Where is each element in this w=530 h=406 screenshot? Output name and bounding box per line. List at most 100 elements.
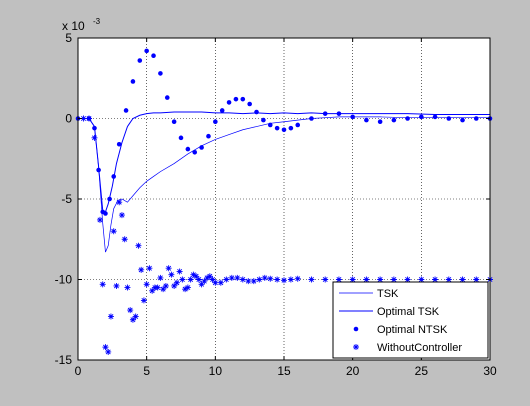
- data-point: [217, 279, 224, 286]
- data-point: [111, 174, 117, 179]
- x-tick-label: 25: [415, 364, 429, 378]
- data-point: [213, 119, 218, 125]
- x-tick-label: 30: [483, 364, 497, 378]
- data-point: [308, 276, 315, 283]
- data-point: [309, 116, 314, 121]
- data-point: [102, 344, 109, 351]
- data-point: [190, 271, 197, 278]
- data-point: [261, 274, 268, 281]
- data-point: [219, 108, 225, 113]
- data-point: [234, 274, 241, 281]
- data-point: [99, 281, 106, 288]
- y-tick-label: -5: [61, 192, 72, 206]
- data-point: [146, 265, 153, 272]
- series-line: [78, 116, 490, 253]
- data-point: [96, 167, 101, 173]
- data-point: [391, 117, 397, 123]
- data-point: [179, 276, 186, 283]
- x-tick-label: 15: [277, 364, 291, 378]
- data-point: [198, 281, 205, 288]
- x-tick-label: 20: [346, 364, 360, 378]
- data-point: [121, 236, 128, 243]
- data-point: [209, 276, 216, 283]
- data-point: [80, 115, 87, 122]
- y-tick-label: 0: [65, 112, 72, 126]
- series-optimal-tsk: [78, 111, 490, 213]
- data-point: [349, 276, 356, 283]
- data-point: [322, 111, 328, 116]
- axis-ticks: 0 5 10 15 20 25 30 5 0 -5 -10 -15: [55, 31, 497, 378]
- series-line: [78, 111, 490, 213]
- data-point: [445, 276, 452, 283]
- data-point: [405, 116, 410, 121]
- data-point: [176, 268, 183, 275]
- y-tick-label: -15: [55, 353, 73, 367]
- legend-label: Optimal NTSK: [377, 324, 448, 336]
- legend-label: TSK: [377, 288, 399, 300]
- data-point: [184, 284, 191, 291]
- data-point: [160, 286, 167, 293]
- x-tick-label: 10: [209, 364, 223, 378]
- data-point: [171, 282, 178, 289]
- y-multiplier-label: x 10: [62, 19, 85, 33]
- data-point: [295, 122, 301, 128]
- data-point: [432, 114, 438, 120]
- data-point: [158, 71, 163, 76]
- data-point: [377, 119, 383, 125]
- data-point: [446, 116, 452, 121]
- data-point: [154, 284, 161, 291]
- data-point: [103, 211, 108, 216]
- data-point: [192, 150, 198, 155]
- data-point: [162, 282, 169, 289]
- data-point: [247, 101, 252, 107]
- legend: TSK Optimal TSK Optimal NTSK WithoutControl…: [332, 281, 489, 359]
- data-point: [363, 276, 370, 283]
- data-point: [287, 276, 294, 283]
- legend-label: WithoutController: [377, 342, 462, 354]
- data-point: [336, 111, 342, 116]
- legend-swatch: [353, 344, 359, 350]
- data-point: [267, 122, 273, 128]
- x-tick-label: 5: [143, 364, 150, 378]
- y-tick-label: -10: [55, 273, 73, 287]
- data-point: [206, 133, 211, 139]
- data-point: [182, 286, 189, 293]
- data-point: [281, 277, 287, 284]
- data-point: [135, 242, 142, 249]
- data-point: [116, 199, 123, 206]
- data-point: [322, 276, 329, 283]
- data-point: [185, 146, 191, 152]
- data-point: [193, 273, 200, 280]
- data-point: [164, 95, 170, 100]
- series-tsk: [78, 116, 490, 253]
- data-point: [195, 276, 202, 283]
- data-point: [151, 53, 156, 59]
- data-point: [92, 125, 97, 131]
- data-point: [168, 271, 175, 278]
- data-point: [212, 279, 219, 286]
- data-point: [223, 276, 230, 283]
- data-point: [118, 212, 125, 219]
- data-point: [173, 279, 180, 286]
- data-point: [206, 273, 213, 280]
- data-point: [228, 274, 235, 281]
- data-point: [473, 116, 479, 121]
- data-point: [140, 297, 147, 304]
- data-point: [107, 196, 112, 202]
- series-layer: [75, 48, 493, 355]
- data-point: [250, 278, 257, 285]
- data-point: [459, 276, 466, 283]
- data-point: [256, 276, 263, 283]
- data-point: [137, 58, 143, 63]
- data-point: [419, 114, 424, 120]
- data-point: [288, 125, 294, 131]
- x-tick-label: 0: [75, 364, 82, 378]
- data-point: [274, 276, 281, 283]
- data-point: [96, 216, 103, 223]
- data-point: [171, 119, 177, 125]
- data-point: [245, 278, 252, 285]
- data-point: [85, 115, 92, 122]
- data-point: [132, 313, 139, 320]
